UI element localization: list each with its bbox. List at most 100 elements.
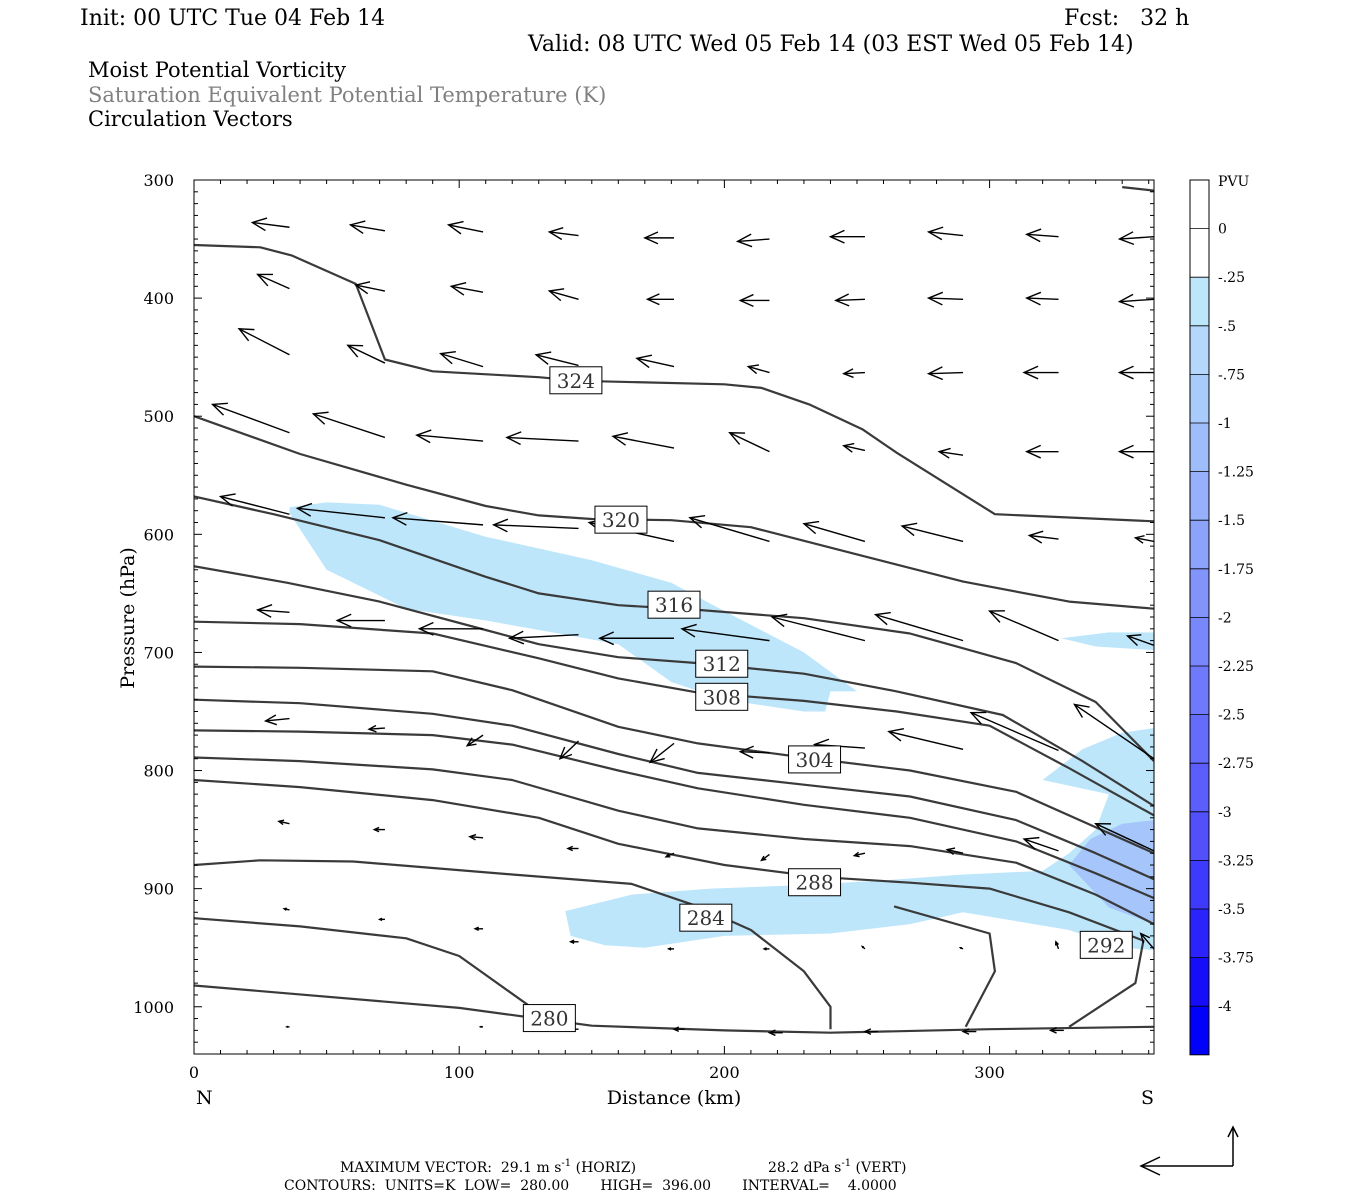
colorbar-label: -1 bbox=[1218, 416, 1232, 432]
circulation-vector bbox=[666, 947, 674, 951]
circulation-vector bbox=[863, 1028, 879, 1035]
title-theta-es: Saturation Equivalent Potential Temperat… bbox=[88, 83, 606, 107]
colorbar-label: -3 bbox=[1218, 805, 1232, 821]
colorbar-label: 0 bbox=[1218, 222, 1227, 238]
circulation-vector bbox=[828, 229, 865, 244]
circulation-vector bbox=[1117, 444, 1154, 459]
circulation-vector bbox=[505, 431, 579, 446]
forecast-hour: Fcst: 32 h bbox=[1064, 6, 1189, 31]
colorbar-swatch bbox=[1190, 277, 1209, 326]
circulation-vector bbox=[507, 630, 579, 645]
svg-text:284: 284 bbox=[687, 906, 725, 930]
left-endpoint-label: N bbox=[196, 1087, 213, 1109]
circulation-vector bbox=[738, 745, 770, 759]
circulation-vector bbox=[802, 520, 866, 543]
circulation-vector bbox=[1139, 932, 1154, 950]
circulation-vector bbox=[218, 493, 290, 515]
circulation-vector bbox=[861, 945, 866, 950]
colorbar-label: -3.75 bbox=[1218, 951, 1254, 967]
circulation-vector bbox=[449, 281, 484, 296]
colorbar-title: PVU bbox=[1218, 174, 1250, 190]
circulation-vector bbox=[645, 293, 674, 306]
circulation-vector bbox=[282, 907, 290, 911]
circulation-vector bbox=[348, 220, 386, 235]
contour-line bbox=[194, 729, 1154, 900]
circulation-vector bbox=[311, 411, 386, 439]
colorbar-swatch bbox=[1190, 520, 1209, 569]
circulation-vector bbox=[415, 429, 484, 444]
circulation-vector bbox=[295, 502, 386, 519]
circulation-vector bbox=[1117, 231, 1154, 246]
circulation-vector bbox=[1073, 703, 1154, 760]
colorbar-swatch bbox=[1190, 1006, 1209, 1055]
contour-line bbox=[194, 698, 1154, 881]
circulation-vector bbox=[210, 402, 290, 434]
circulation-vector bbox=[648, 742, 675, 764]
contour-label: 280 bbox=[522, 1004, 576, 1033]
circulation-vector bbox=[277, 819, 290, 826]
circulation-vector bbox=[842, 368, 865, 379]
circulation-vector bbox=[256, 273, 290, 290]
contour-label: 320 bbox=[594, 505, 648, 534]
contour-line bbox=[194, 756, 1154, 926]
circulation-vector bbox=[643, 231, 674, 245]
y-tick-label: 1000 bbox=[133, 998, 174, 1017]
circulation-vector bbox=[1048, 1027, 1064, 1034]
contour-line bbox=[194, 665, 1154, 855]
axis-ticks: 300 400 500 600 700 800 900 1000 0 100 200 300 bbox=[133, 171, 1154, 1082]
circulation-vector bbox=[598, 631, 674, 646]
init-time: Init: 00 UTC Tue 04 Feb 14 bbox=[80, 6, 385, 31]
circulation-vector bbox=[263, 714, 290, 726]
circulation-vector bbox=[446, 220, 484, 235]
circulation-vector bbox=[417, 621, 484, 636]
contour-label: 288 bbox=[788, 868, 842, 897]
circulation-vector bbox=[1025, 291, 1059, 306]
svg-text:280: 280 bbox=[530, 1007, 568, 1031]
colorbar-label: -1.75 bbox=[1218, 562, 1254, 578]
x-tick-label: 200 bbox=[709, 1063, 740, 1082]
colorbar-swatch bbox=[1190, 666, 1209, 715]
y-tick-label: 300 bbox=[143, 171, 174, 190]
contour-label: 284 bbox=[679, 903, 733, 932]
colorbar-label: -1.5 bbox=[1218, 513, 1245, 529]
circulation-vector bbox=[465, 734, 484, 747]
y-tick-label: 600 bbox=[143, 525, 174, 544]
colorbar-swatch bbox=[1190, 180, 1209, 229]
circulation-vector bbox=[945, 847, 964, 856]
colorbar-label: -.25 bbox=[1218, 270, 1245, 286]
circulation-vector bbox=[1022, 365, 1059, 380]
title-mpv: Moist Potential Vorticity bbox=[88, 58, 346, 82]
y-tick-label: 500 bbox=[143, 407, 174, 426]
colorbar-swatch bbox=[1190, 860, 1209, 909]
contour-line bbox=[194, 917, 540, 1014]
circulation-vector-layer bbox=[210, 217, 1154, 1037]
colorbar-swatch bbox=[1190, 909, 1209, 958]
circulation-vector bbox=[961, 1028, 977, 1035]
circulation-vector bbox=[1027, 530, 1059, 544]
circulation-vector bbox=[377, 917, 385, 922]
pv-region bbox=[289, 502, 857, 712]
contour-line bbox=[1122, 186, 1154, 192]
circulation-vector bbox=[237, 328, 290, 356]
circulation-vector bbox=[568, 939, 579, 945]
circulation-vector bbox=[1022, 836, 1059, 852]
circulation-vector bbox=[900, 522, 964, 543]
colorbar-swatch bbox=[1190, 811, 1209, 861]
circulation-vector bbox=[1054, 940, 1060, 950]
colorbar-swatch bbox=[1190, 471, 1209, 521]
circulation-vector bbox=[335, 613, 385, 628]
colorbar-swatch bbox=[1190, 568, 1209, 618]
title-vectors: Circulation Vectors bbox=[88, 107, 293, 131]
y-tick-label: 900 bbox=[143, 880, 174, 899]
circulation-vector bbox=[926, 291, 964, 306]
circulation-vector bbox=[842, 442, 866, 453]
y-tick-label: 400 bbox=[143, 289, 174, 308]
contour-line bbox=[194, 565, 1154, 807]
circulation-vector bbox=[680, 623, 770, 642]
svg-text:304: 304 bbox=[795, 748, 833, 772]
circulation-vector bbox=[760, 853, 770, 862]
circulation-vector bbox=[958, 946, 964, 950]
svg-text:288: 288 bbox=[795, 871, 833, 895]
colorbar-label: -.5 bbox=[1218, 319, 1236, 335]
